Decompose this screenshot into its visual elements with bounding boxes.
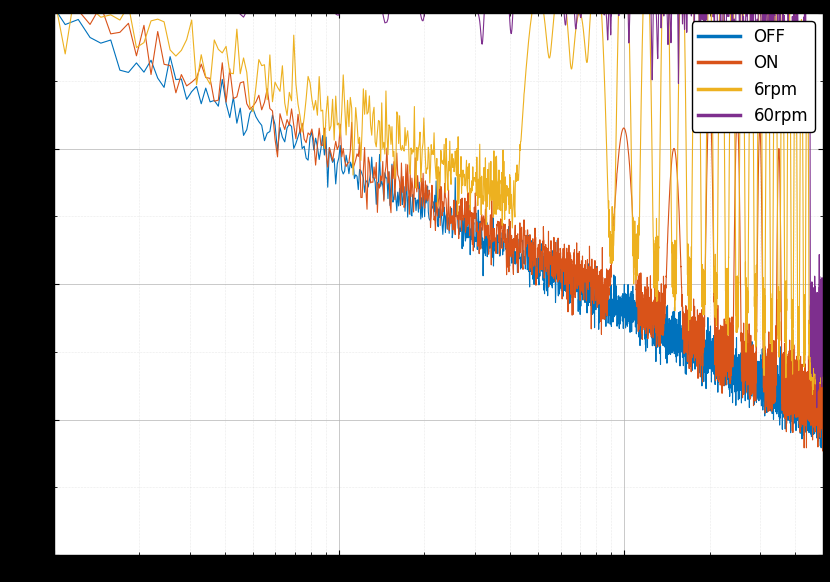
6rpm — [818, 368, 828, 375]
OFF — [816, 445, 826, 452]
OFF — [768, 371, 778, 378]
Legend: OFF, ON, 6rpm, 60rpm: OFF, ON, 6rpm, 60rpm — [691, 22, 815, 132]
ON — [504, 268, 514, 275]
6rpm — [815, 343, 825, 350]
OFF — [810, 393, 820, 400]
OFF — [815, 388, 825, 395]
Line: 6rpm: 6rpm — [0, 0, 823, 395]
OFF — [818, 424, 828, 431]
Line: 60rpm: 60rpm — [0, 0, 823, 407]
OFF — [504, 223, 514, 230]
60rpm — [793, 5, 803, 12]
60rpm — [812, 404, 822, 411]
ON — [815, 420, 825, 427]
6rpm — [768, 251, 778, 258]
OFF — [793, 411, 803, 418]
60rpm — [815, 292, 825, 299]
ON — [768, 396, 778, 403]
6rpm — [793, 284, 803, 291]
60rpm — [810, 343, 820, 350]
ON — [803, 410, 813, 417]
60rpm — [505, 9, 515, 16]
Line: OFF: OFF — [0, 0, 823, 448]
OFF — [803, 403, 813, 410]
6rpm — [504, 190, 514, 197]
ON — [810, 398, 820, 405]
60rpm — [768, 69, 778, 76]
Line: ON: ON — [0, 0, 823, 451]
60rpm — [803, 62, 813, 69]
6rpm — [810, 332, 820, 339]
60rpm — [818, 311, 828, 318]
ON — [818, 406, 828, 413]
ON — [818, 448, 828, 455]
6rpm — [803, 71, 813, 78]
6rpm — [808, 391, 818, 398]
ON — [793, 413, 803, 420]
